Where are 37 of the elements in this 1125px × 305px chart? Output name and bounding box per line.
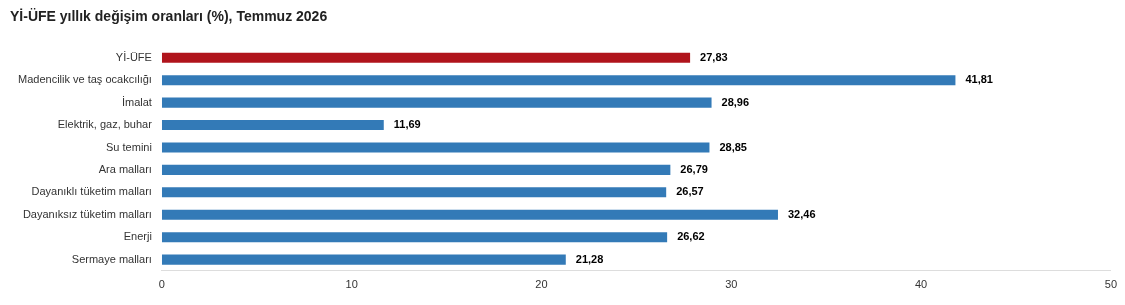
data-label: 28,85	[719, 140, 747, 153]
data-label: 26,62	[677, 230, 705, 243]
x-tick-label: 50	[1104, 278, 1118, 291]
x-tick-label: 30	[725, 278, 738, 291]
x-tick-label: 20	[535, 278, 548, 291]
bar	[161, 164, 671, 175]
data-label: 32,46	[787, 207, 816, 220]
data-label: 41,81	[965, 73, 993, 86]
y-tick-label: Dayanıksız tüketim malları	[22, 207, 152, 220]
bar	[161, 254, 566, 265]
data-label: 21,28	[575, 252, 604, 265]
data-label: 11,69	[393, 118, 421, 131]
bar	[161, 52, 691, 63]
x-tick-label: 10	[345, 278, 358, 291]
chart-title: Yİ-ÜFE yıllık değişim oranları (%), Temmuz 2026	[10, 8, 328, 24]
bar	[161, 120, 384, 131]
x-tick-label: 0	[158, 278, 165, 291]
y-tick-label: Enerji	[123, 230, 152, 243]
y-tick-label: İmalat	[121, 95, 152, 108]
data-label: 28,96	[721, 95, 750, 108]
y-tick-label: Sermaye malları	[71, 252, 152, 265]
y-tick-label: Elektrik, gaz, buhar	[57, 118, 153, 131]
bar	[161, 187, 667, 198]
bar	[161, 232, 668, 243]
bar	[161, 75, 956, 86]
y-tick-label: Yİ-ÜFE	[115, 50, 152, 63]
y-tick-label: Dayanıklı tüketim malları	[31, 185, 152, 198]
bar	[161, 209, 778, 220]
bar	[161, 97, 712, 108]
y-tick-label: Madencilik ve taş ocakcılığı	[18, 73, 152, 86]
bar	[161, 142, 710, 153]
x-tick-label: 40	[914, 278, 928, 291]
data-label: 27,83	[700, 50, 728, 63]
data-label: 26,57	[676, 185, 704, 198]
y-tick-label: Su temini	[106, 140, 152, 153]
data-label: 26,79	[680, 162, 708, 175]
y-tick-label: Ara malları	[98, 162, 152, 175]
